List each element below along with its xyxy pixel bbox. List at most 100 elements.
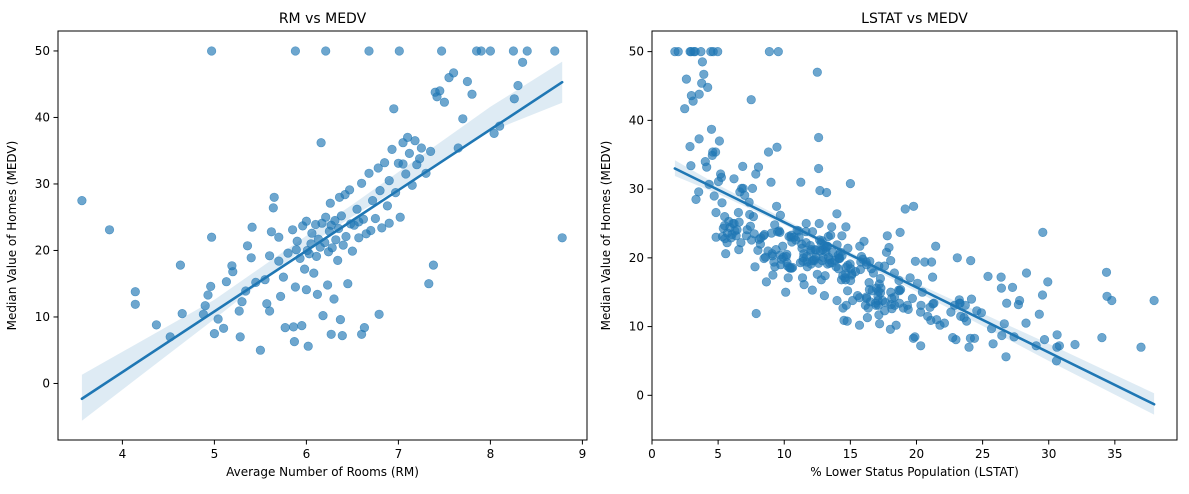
data-point [416, 143, 427, 153]
data-point [375, 186, 385, 196]
data-point [842, 286, 853, 296]
data-point [686, 161, 696, 171]
data-point [395, 212, 405, 222]
x-tick-label: 35 [1107, 447, 1122, 461]
data-point [738, 161, 748, 171]
data-point [301, 285, 312, 295]
data-point [242, 241, 253, 251]
data-point [895, 284, 906, 295]
data-point [237, 297, 247, 307]
data-point [352, 204, 362, 214]
data-point [312, 289, 323, 300]
data-point [720, 212, 730, 222]
y-tick-label: 50 [629, 45, 644, 59]
y-tick-label: 0 [636, 388, 644, 402]
y-tick-label: 10 [629, 320, 644, 334]
data-point [905, 273, 915, 283]
data-point [300, 264, 310, 274]
data-point [710, 147, 721, 157]
data-point [961, 316, 972, 326]
data-point [996, 272, 1006, 282]
data-point [207, 46, 217, 56]
data-point [337, 331, 347, 341]
data-point [926, 257, 937, 267]
x-axis-label: % Lower Status Population (LSTAT) [810, 465, 1019, 479]
data-point [509, 94, 519, 104]
data-point [449, 68, 459, 78]
data-point [907, 293, 918, 304]
panel-rm-vs-medv: 4 5 6 7 8 9 0 10 20 30 40 50 RM vs MEDV Average Numbe… [5, 11, 588, 479]
data-point [812, 67, 822, 77]
data-point [341, 231, 351, 242]
data-point [697, 57, 708, 67]
data-point [206, 281, 216, 292]
data-point [775, 227, 785, 237]
data-point [557, 233, 567, 243]
data-point [859, 236, 869, 246]
data-point [467, 89, 477, 99]
data-point [713, 46, 723, 57]
data-point [884, 242, 894, 253]
y-tick-label: 40 [629, 113, 644, 127]
data-point [221, 277, 231, 287]
data-point [854, 320, 865, 330]
data-point [458, 114, 468, 124]
data-point [235, 332, 245, 342]
axes-frame [57, 30, 588, 441]
data-point [437, 46, 447, 56]
data-point [875, 273, 886, 284]
data-point [903, 304, 913, 315]
data-point [347, 246, 358, 256]
data-point [410, 136, 420, 146]
data-point [826, 230, 836, 240]
data-point [753, 162, 764, 172]
data-point [895, 227, 905, 237]
data-point [882, 231, 892, 241]
data-point [1001, 352, 1011, 362]
data-point [301, 216, 312, 226]
data-point [274, 232, 284, 242]
data-point [278, 272, 289, 282]
data-point [827, 222, 837, 232]
data-point [1021, 268, 1032, 278]
y-tick-label: 30 [35, 177, 50, 191]
data-point [740, 190, 750, 200]
data-point [265, 251, 275, 261]
data-point [321, 212, 331, 222]
data-point [508, 46, 519, 56]
data-point [983, 271, 993, 282]
data-point [307, 228, 317, 238]
data-point [130, 299, 140, 309]
data-point [323, 280, 333, 290]
data-point [874, 319, 885, 329]
x-tick-label: 8 [487, 447, 495, 461]
data-point [246, 253, 256, 263]
data-point [876, 283, 886, 293]
data-point [234, 306, 244, 316]
data-point [476, 46, 486, 56]
data-point [1070, 339, 1080, 350]
data-point [439, 97, 450, 107]
data-point [333, 255, 343, 266]
data-point [1002, 298, 1012, 308]
axes-frame [651, 30, 1178, 441]
data-point [813, 163, 824, 174]
data-point [289, 337, 300, 347]
data-point [77, 196, 87, 206]
data-point [364, 46, 374, 56]
data-point [513, 80, 523, 91]
data-point [845, 179, 856, 189]
data-point [389, 104, 399, 114]
data-point [373, 163, 383, 173]
data-point [435, 86, 445, 96]
data-point [747, 183, 758, 193]
data-point [247, 222, 257, 232]
data-point [736, 238, 746, 248]
data-point [354, 233, 364, 243]
data-point [550, 46, 560, 56]
data-point [931, 241, 941, 251]
data-point [966, 294, 977, 304]
confidence-band [81, 61, 563, 421]
data-point [711, 207, 721, 218]
data-point [1021, 318, 1031, 328]
